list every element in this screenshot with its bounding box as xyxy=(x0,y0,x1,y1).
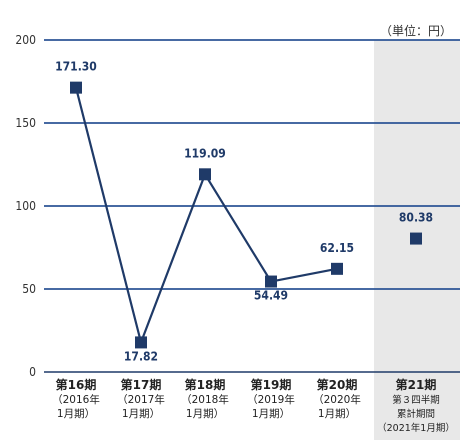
data-point-marker xyxy=(135,336,147,349)
data-label: 54.49 xyxy=(254,289,288,303)
line-layer xyxy=(74,87,338,347)
x-category-label: 1月期） xyxy=(57,408,95,420)
x-category-label: 1月期） xyxy=(252,408,290,420)
y-tick-label: 0 xyxy=(29,365,36,379)
x-category-label: 第19期 xyxy=(251,377,292,392)
x-category-label: 第21期 xyxy=(396,377,437,392)
data-label: 80.38 xyxy=(399,211,433,225)
x-category-label: 1月期） xyxy=(186,408,224,420)
y-tick-label: 200 xyxy=(15,33,36,47)
x-axis-labels: 第16期（2016年 1月期） 第17期（2017年 1月期） 第18期（2018年 1月… xyxy=(52,377,455,434)
data-point-marker xyxy=(410,232,422,245)
data-label: 171.30 xyxy=(55,60,97,74)
data-label: 119.09 xyxy=(184,146,226,160)
x-category-label: （2019年 xyxy=(247,393,295,406)
data-point-marker xyxy=(199,168,211,181)
x-category-label: 第20期 xyxy=(317,377,358,392)
data-point-marker xyxy=(70,81,82,94)
x-category-label: （2020年 xyxy=(313,393,361,406)
x-category-label: 第17期 xyxy=(121,377,162,392)
data-label-layer: 171.30 17.82 119.09 54.49 62.15 80.38 xyxy=(55,60,433,364)
x-category-label: 第18期 xyxy=(185,377,226,392)
x-category-label: （2021年1月期） xyxy=(377,422,455,434)
y-tick-label: 50 xyxy=(22,282,36,296)
x-category-label: 累計期間 xyxy=(397,408,435,420)
series-line xyxy=(74,87,338,347)
x-category-label: 第３四半期 xyxy=(392,394,440,406)
unit-label: （単位：円） xyxy=(379,24,452,38)
x-category-label: 第16期 xyxy=(56,377,97,392)
data-label: 62.15 xyxy=(320,241,354,255)
grid-layer: 0 50 100 150 200 xyxy=(15,33,460,379)
data-label: 17.82 xyxy=(124,349,158,363)
data-point-marker xyxy=(265,275,277,288)
x-category-label: （2016年 xyxy=(52,393,100,406)
data-point-marker xyxy=(331,262,343,275)
marker-layer xyxy=(70,81,422,349)
x-category-label: 1月期） xyxy=(122,408,160,420)
y-tick-label: 100 xyxy=(15,199,36,213)
x-category-label: （2018年 xyxy=(181,393,229,406)
x-category-label: （2017年 xyxy=(117,393,165,406)
x-category-label: 1月期） xyxy=(318,408,356,420)
y-tick-label: 150 xyxy=(15,116,36,130)
